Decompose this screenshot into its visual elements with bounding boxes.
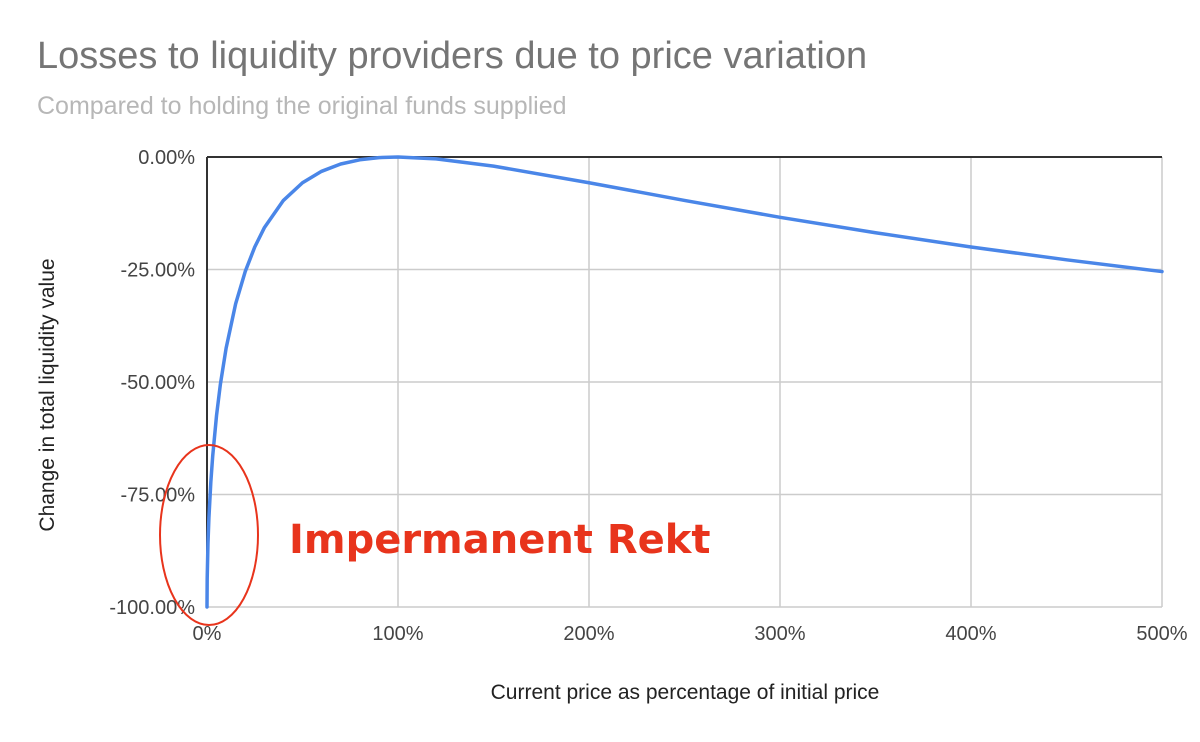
- y-tick-label: 0.00%: [138, 147, 195, 169]
- x-tick-label: 100%: [372, 623, 423, 645]
- series-line: [205, 155, 1164, 609]
- y-tick-label: -50.00%: [121, 372, 196, 394]
- y-axis-label: Change in total liquidity value: [36, 258, 59, 531]
- x-tick-label: 0%: [193, 623, 222, 645]
- y-tick-label: -75.00%: [121, 485, 196, 507]
- tick-labels: 0% 100% 200% 300% 400% 500% 0.00% -25.00% -50.00…: [109, 147, 1187, 645]
- x-axis-label: Current price as percentage of initial p…: [491, 681, 880, 704]
- annotation-text: Impermanent Rekt: [289, 517, 711, 563]
- grid: [207, 157, 1163, 608]
- annotation-ellipse: [159, 444, 259, 626]
- x-tick-label: 400%: [945, 623, 996, 645]
- series-layer: [205, 155, 1164, 609]
- x-tick-label: 300%: [754, 623, 805, 645]
- y-tick-label: -25.00%: [121, 260, 196, 282]
- chart-subtitle: Compared to holding the original funds s…: [37, 92, 567, 120]
- x-tick-label: 200%: [563, 623, 614, 645]
- chart-title: Losses to liquidity providers due to pri…: [37, 35, 867, 77]
- y-tick-label: -100.00%: [109, 597, 195, 619]
- x-tick-label: 500%: [1136, 623, 1187, 645]
